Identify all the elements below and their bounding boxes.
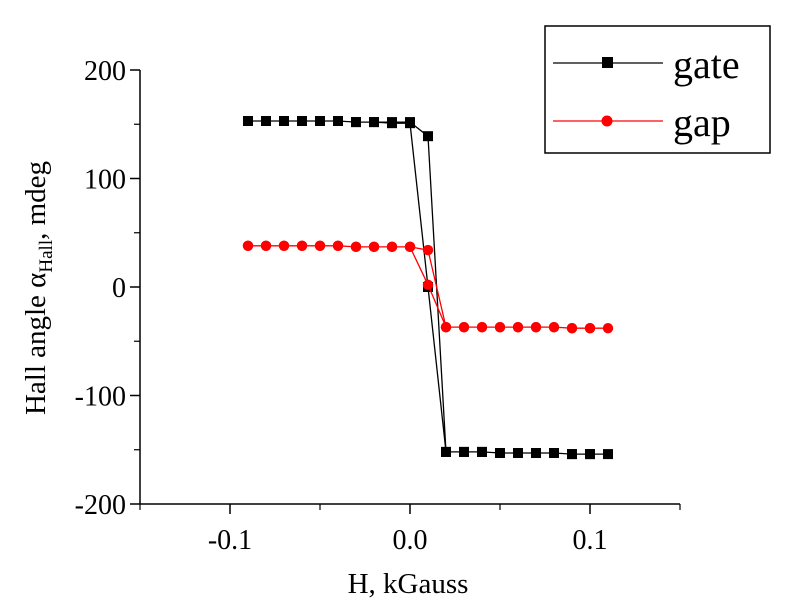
- point-gate-30: [423, 131, 433, 142]
- point-gap-26: [494, 321, 506, 333]
- series-line-gate: [248, 120, 608, 455]
- point-gate-34: [351, 117, 361, 128]
- point-gap-24: [530, 321, 542, 333]
- point-gap-33: [368, 241, 380, 253]
- y-tick-label-2: 0: [112, 273, 126, 304]
- legend-label-gate: gate: [673, 42, 740, 87]
- legend-box: [544, 25, 771, 154]
- point-gap-29: [440, 321, 452, 333]
- point-gate-28: [459, 446, 469, 457]
- point-gap-34: [350, 241, 362, 253]
- point-gap-21: [584, 323, 596, 334]
- point-gap-31: [404, 241, 416, 253]
- point-gate-33: [369, 117, 379, 128]
- point-gap-28: [458, 321, 470, 333]
- x-tick-label-0: -0.1: [208, 525, 252, 556]
- point-gate-40: [243, 115, 253, 126]
- y-tick-label-0: 200: [84, 56, 126, 87]
- point-gap-39: [260, 240, 272, 251]
- point-gap-38: [278, 240, 290, 251]
- y-tick-label-1: 100: [84, 165, 126, 196]
- point-gate-22: [567, 449, 577, 460]
- point-gate-21: [585, 449, 595, 460]
- legend-label-gap: gap: [673, 100, 731, 145]
- y-axis-label: Hall angle αHall, mdeg: [20, 161, 57, 415]
- legend-marker-gate: [602, 57, 613, 68]
- point-gate-36: [315, 115, 325, 126]
- series-line-gap: [248, 245, 608, 329]
- point-gap-40: [242, 240, 254, 251]
- y-tick-label-3: -100: [75, 382, 126, 413]
- x-tick-label-2: 0.1: [573, 525, 608, 556]
- y-axis-label-tail: , mdeg: [20, 161, 52, 240]
- ticks-layer: -0.1 0.0 0.1 200 100 0 -100 -200: [75, 56, 681, 556]
- point-gate-20: [603, 449, 613, 460]
- point-gate-24: [531, 448, 541, 459]
- point-gate-29: [441, 446, 451, 457]
- point-gap-35: [332, 240, 344, 251]
- point-gap-23: [548, 321, 560, 333]
- point-gap-20: [602, 323, 614, 334]
- y-tick-label-4: -200: [75, 490, 126, 521]
- point-gap-30: [422, 244, 434, 256]
- y-axis-label-main: Hall angle α: [20, 273, 52, 415]
- point-gap-32: [386, 241, 398, 253]
- point-gap-22: [566, 323, 578, 334]
- point-gate-39: [261, 115, 271, 126]
- point-gate-38: [279, 115, 289, 126]
- point-gap-25: [512, 321, 524, 333]
- series-layer: [242, 115, 614, 460]
- point-gate-25: [513, 448, 523, 459]
- point-gate-31: [405, 117, 415, 128]
- point-gate-23: [549, 448, 559, 459]
- point-gate-35: [333, 115, 343, 126]
- point-gate-32: [387, 117, 397, 128]
- x-axis-label: H, kGauss: [348, 568, 469, 600]
- x-tick-label-1: 0.0: [393, 525, 428, 556]
- point-gap-37: [296, 240, 308, 251]
- legend-marker-gap: [601, 115, 613, 127]
- y-axis-label-subscript: Hall: [36, 240, 57, 273]
- point-gate-27: [477, 446, 487, 457]
- point-gate-37: [297, 115, 307, 126]
- point-gap-27: [476, 321, 488, 333]
- point-gap-10: [422, 279, 434, 291]
- legend: gate gap: [544, 25, 771, 154]
- point-gap-36: [314, 240, 326, 251]
- point-gate-26: [495, 448, 505, 459]
